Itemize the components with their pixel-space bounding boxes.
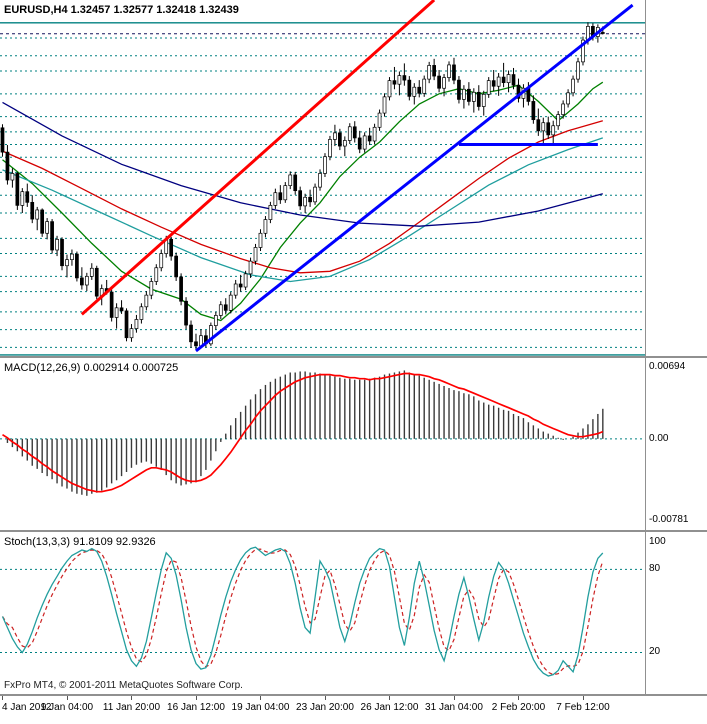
- time-label: 31 Jan 04:00: [425, 702, 483, 713]
- macd-panel[interactable]: [0, 358, 645, 530]
- ma-slow-teal: [2, 137, 604, 283]
- stochastic-panel[interactable]: [0, 532, 645, 694]
- indicator-scale-value: 0.00694: [649, 360, 686, 372]
- price-scale[interactable]: 1.326501.323501.320001.317001.312501.308…: [645, 0, 707, 356]
- chart-title: EURUSD,H4 1.32457 1.32577 1.32418 1.3243…: [4, 4, 239, 16]
- candles[interactable]: [0, 22, 605, 350]
- time-label: 2 Feb 20:00: [491, 702, 546, 713]
- indicator-scale-value: -0.00781: [649, 513, 689, 525]
- indicator-scale-value: 0.00: [649, 432, 669, 444]
- time-label: 7 Feb 12:00: [556, 702, 610, 713]
- panel-separator[interactable]: [0, 530, 707, 532]
- ma-medium-red: [2, 120, 603, 274]
- macd-label: MACD(12,26,9) 0.002914 0.000725: [4, 362, 179, 374]
- time-axis-tick: [260, 696, 262, 700]
- time-axis[interactable]: 4 Jan 2012 9 Jan 04:00 11 Jan 20:00 16 Jan …: [0, 696, 707, 724]
- time-axis-tick: [518, 696, 520, 700]
- price-chart-panel[interactable]: [0, 0, 645, 356]
- time-axis-tick: [389, 696, 391, 700]
- time-axis-tick: [131, 696, 133, 700]
- time-label: 23 Jan 20:00: [296, 702, 354, 713]
- scale-separator: [645, 0, 646, 694]
- time-axis-tick: [2, 696, 4, 700]
- time-label: 19 Jan 04:00: [231, 702, 290, 713]
- time-label: 9 Jan 04:00: [40, 702, 94, 713]
- indicator-scale-value: 20: [649, 646, 661, 658]
- ascending-trendline-blue[interactable]: [195, 3, 634, 353]
- time-axis-tick: [453, 696, 455, 700]
- time-axis-tick: [324, 696, 326, 700]
- time-label: 11 Jan 20:00: [102, 702, 161, 713]
- indicator-scale-value: 100: [649, 535, 666, 547]
- stochastic-k-line: [1, 546, 604, 677]
- time-label: 4 Jan 2012: [2, 702, 52, 713]
- time-label: 16 Jan 12:00: [167, 702, 225, 713]
- panel-separator[interactable]: [0, 356, 707, 358]
- macd-signal-line: [2, 372, 604, 493]
- stoch-label: Stoch(13,3,3) 91.8109 92.9326: [4, 536, 156, 548]
- panel-separator: [0, 694, 707, 696]
- time-label: 26 Jan 12:00: [360, 702, 419, 713]
- ma-long-navy: [2, 101, 603, 227]
- broker-watermark: FxPro MT4, © 2001-2011 MetaQuotes Softwa…: [4, 680, 243, 691]
- indicator-scale-value: 80: [649, 563, 661, 575]
- time-axis-tick: [195, 696, 197, 700]
- macd-histogram: [6, 370, 604, 496]
- time-axis-tick: [66, 696, 68, 700]
- time-axis-tick: [582, 696, 584, 700]
- ascending-trendline-red[interactable]: [80, 0, 436, 316]
- stochastic-d-line: [2, 548, 604, 676]
